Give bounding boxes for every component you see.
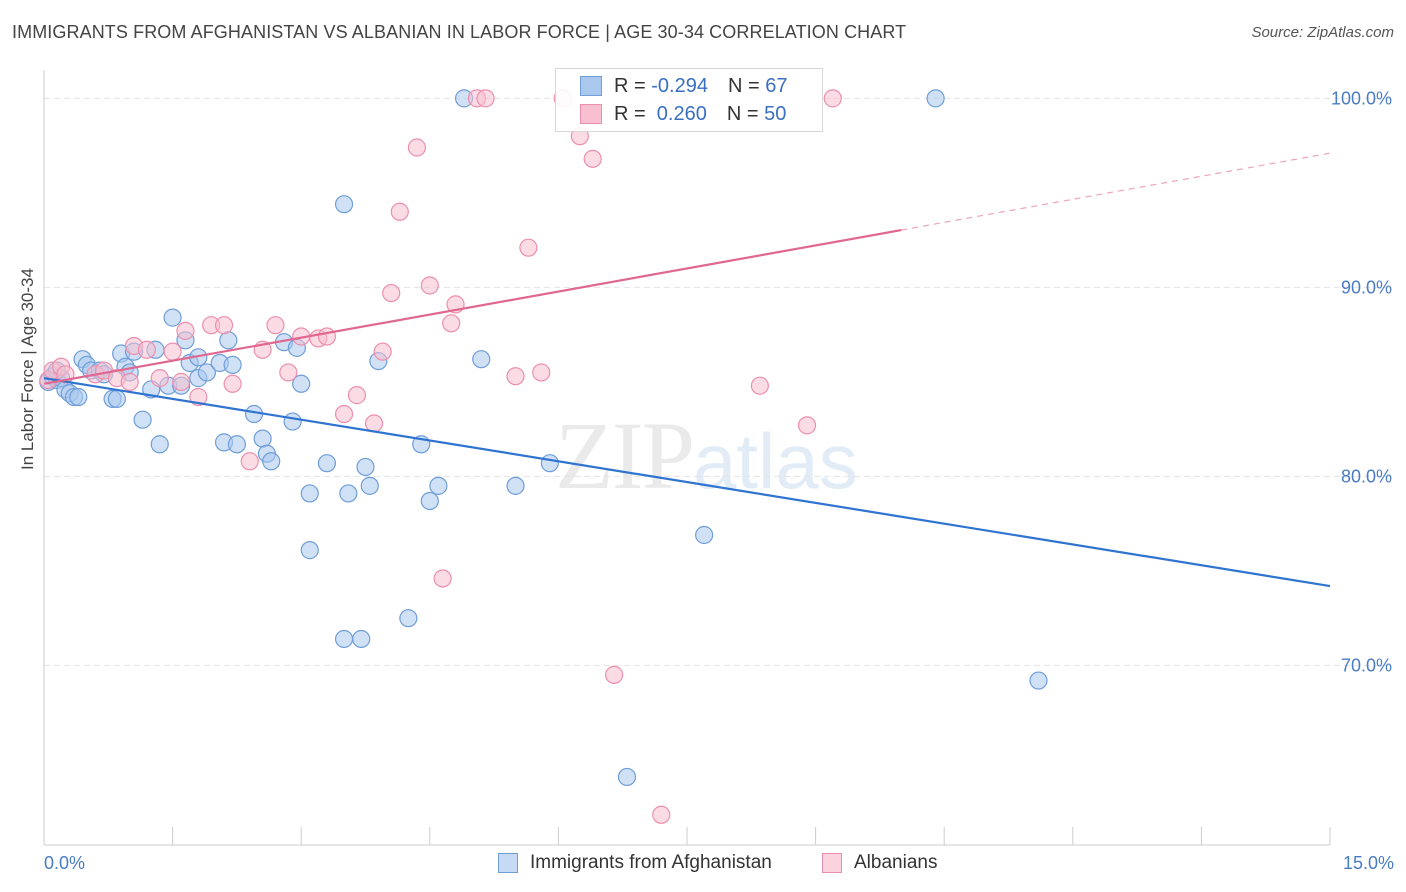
afghanistan-point xyxy=(1029,671,1048,690)
afghanistan-trend-line xyxy=(43,377,1331,588)
afghanistan-point xyxy=(133,410,152,429)
albanian-point xyxy=(382,283,401,303)
stats-legend: R = -0.294 N = 67 R = 0.260 N = 50 xyxy=(555,68,823,132)
albanian-point xyxy=(407,138,427,157)
afghanistan-point xyxy=(107,389,126,409)
albanian-point xyxy=(652,805,671,824)
albanian-point xyxy=(442,314,461,333)
albanian-point xyxy=(797,416,817,435)
afghanistan-point xyxy=(292,374,311,393)
albanian-point xyxy=(605,665,624,684)
albanian-point xyxy=(279,363,298,382)
albanian-trend-extension xyxy=(901,152,1331,231)
y-tick-label: 90.0% xyxy=(1341,277,1392,297)
legend-item-albanians: Albanians xyxy=(822,852,937,874)
chart-title: IMMIGRANTS FROM AFGHANISTAN VS ALBANIAN … xyxy=(12,22,907,42)
x-tick-label: 0.0% xyxy=(44,853,85,873)
watermark-zip: ZIP xyxy=(555,402,695,509)
legend-row-albanians: R = 0.260 N = 50 xyxy=(580,101,786,127)
afghanistan-point xyxy=(69,387,88,407)
albanian-point xyxy=(137,340,156,359)
legend-n-label: N = xyxy=(726,102,759,125)
afghanistan-point xyxy=(420,491,439,511)
albanian-point xyxy=(390,202,409,221)
albanian-point xyxy=(347,386,367,405)
watermark: ZIPatlas xyxy=(555,400,858,511)
albanian-point xyxy=(433,569,452,588)
albanian-point xyxy=(334,404,354,424)
afghanistan-point xyxy=(223,355,242,374)
afghanistan-point xyxy=(695,525,714,545)
afghanistan-point xyxy=(300,541,319,560)
legend-swatch-pink xyxy=(580,104,602,124)
afghanistan-point xyxy=(360,476,379,495)
y-tick-label: 100.0% xyxy=(1331,88,1392,108)
watermark-atlas: atlas xyxy=(693,417,858,505)
legend-r-value: 0.260 xyxy=(651,102,707,125)
albanian-point xyxy=(519,238,538,257)
albanian-point xyxy=(373,342,392,361)
afghanistan-point xyxy=(253,429,272,448)
legend-n-value: 50 xyxy=(764,102,787,125)
legend-n-value: 67 xyxy=(765,74,788,97)
afghanistan-point xyxy=(352,629,371,649)
afghanistan-point xyxy=(339,484,358,503)
afghanistan-point xyxy=(617,767,637,787)
afghanistan-point xyxy=(429,476,448,495)
legend-r-label: R = xyxy=(614,74,646,97)
albanian-point xyxy=(266,316,285,335)
afghanistan-point xyxy=(163,308,182,327)
series-legend: Immigrants from Afghanistan Albanians xyxy=(0,852,1406,878)
afghanistan-point xyxy=(150,435,169,454)
legend-swatch-blue xyxy=(498,853,518,873)
afghanistan-point xyxy=(317,454,337,473)
albanian-point xyxy=(223,374,242,393)
legend-n-label: N = xyxy=(727,74,760,97)
albanian-point xyxy=(476,89,495,108)
albanian-trend-line xyxy=(43,228,902,385)
albanian-point xyxy=(120,372,139,391)
legend-label-albanians: Albanians xyxy=(854,852,938,873)
afghanistan-point xyxy=(926,89,945,108)
legend-r-label: R = xyxy=(614,102,646,125)
albanian-point xyxy=(214,316,234,335)
afghanistan-point xyxy=(472,350,491,369)
albanian-point xyxy=(172,372,191,391)
afghanistan-point xyxy=(197,363,216,382)
afghanistan-point xyxy=(219,331,238,350)
afghanistan-point xyxy=(283,412,302,431)
legend-swatch-pink xyxy=(822,853,842,873)
albanian-point xyxy=(750,376,769,395)
afghanistan-point xyxy=(540,454,559,473)
chart-source: Source: ZipAtlas.com xyxy=(1251,24,1394,41)
albanian-point xyxy=(823,89,842,108)
afghanistan-point xyxy=(300,484,319,503)
albanian-point xyxy=(583,149,602,168)
y-tick-label: 70.0% xyxy=(1341,655,1392,675)
legend-item-afghanistan: Immigrants from Afghanistan xyxy=(498,852,772,874)
albanian-point xyxy=(317,327,337,346)
albanian-point xyxy=(506,367,525,386)
afghanistan-point xyxy=(334,629,354,649)
legend-r-value: -0.294 xyxy=(651,74,708,97)
albanian-point xyxy=(532,363,551,382)
afghanistan-point xyxy=(334,195,354,214)
legend-row-afghanistan: R = -0.294 N = 67 xyxy=(580,73,787,99)
afghanistan-point xyxy=(356,457,375,477)
legend-label-afghanistan: Immigrants from Afghanistan xyxy=(530,852,772,873)
albanian-point xyxy=(176,321,195,340)
x-tick-label: 15.0% xyxy=(1343,853,1394,873)
albanian-point xyxy=(163,342,182,361)
legend-swatch-blue xyxy=(580,76,602,96)
albanian-point xyxy=(420,276,439,295)
albanian-point xyxy=(240,452,259,471)
afghanistan-point xyxy=(506,476,525,495)
y-tick-label: 80.0% xyxy=(1341,466,1392,486)
afghanistan-point xyxy=(227,435,246,454)
albanian-point xyxy=(150,369,169,388)
afghanistan-point xyxy=(262,452,281,471)
afghanistan-point xyxy=(399,609,418,628)
